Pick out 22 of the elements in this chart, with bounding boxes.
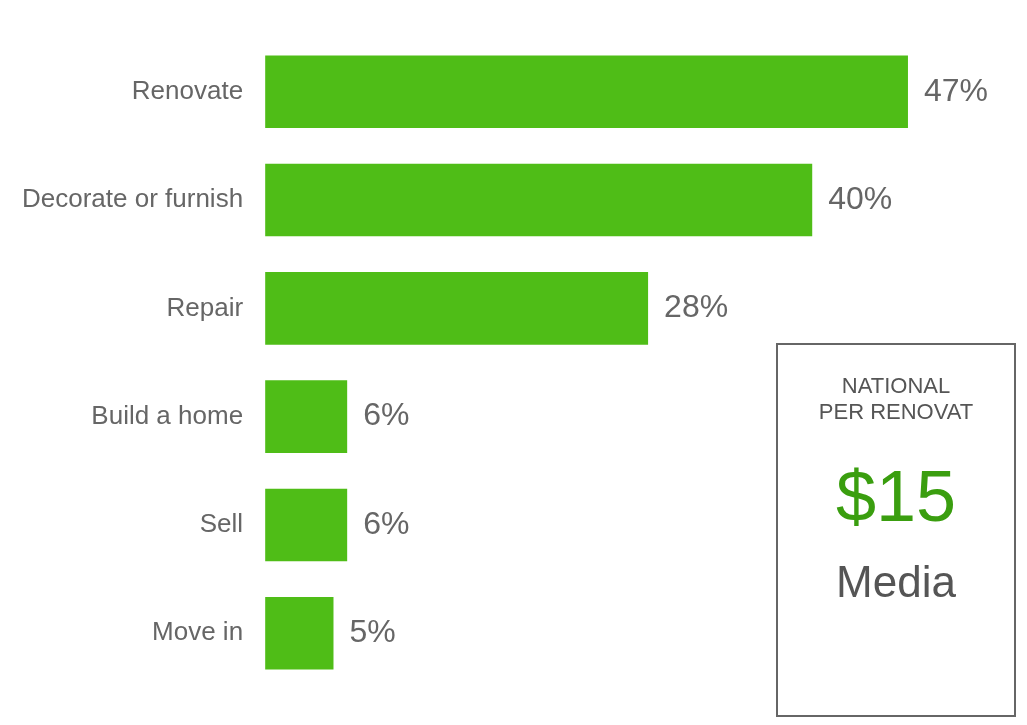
data-label: 6% [363, 396, 410, 433]
data-label: 40% [828, 179, 893, 216]
bar [265, 488, 348, 562]
data-label: 6% [363, 504, 410, 541]
data-label: 5% [349, 613, 396, 650]
y-tick-label: Build a home [91, 399, 244, 430]
y-tick-label: Renovate [131, 74, 244, 105]
bar [265, 272, 649, 345]
y-tick-label: Decorate or furnish [21, 183, 244, 214]
annotation: Media [835, 557, 957, 607]
annotation: $15 [834, 455, 958, 537]
annotation: PER RENOVAT [817, 399, 975, 425]
y-tick-label: Move in [152, 616, 244, 647]
data-label: 47% [923, 71, 989, 108]
y-tick-label: Sell [199, 508, 244, 539]
y-tick-label: Repair [166, 291, 244, 322]
annotation: NATIONAL [840, 373, 952, 399]
bar [265, 163, 813, 237]
bar [265, 55, 908, 129]
data-label: 28% [664, 288, 729, 325]
bar [265, 596, 334, 670]
bar [265, 380, 348, 453]
